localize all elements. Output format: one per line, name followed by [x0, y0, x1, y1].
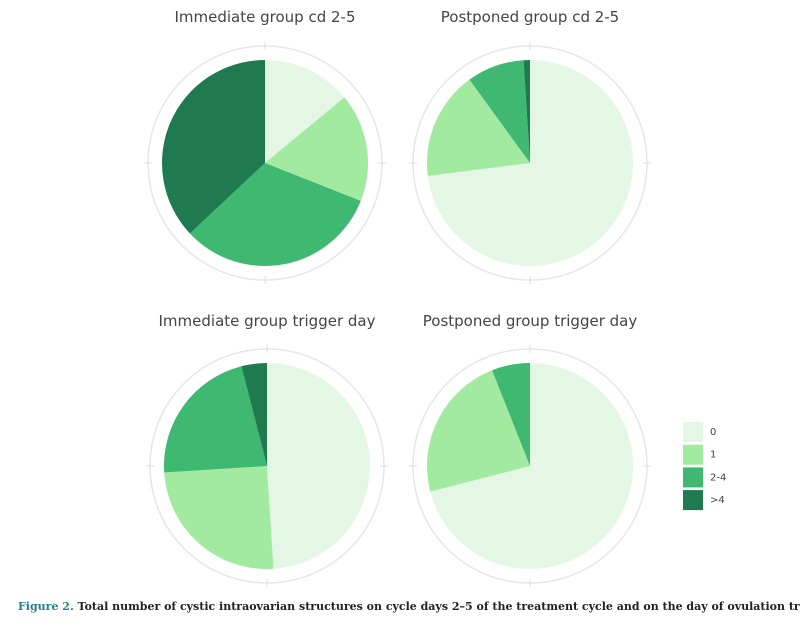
caption-text: Total number of cystic intraovarian stru… — [78, 600, 800, 613]
pie-slice — [492, 363, 530, 466]
chart-title: Postponed group trigger day — [423, 312, 638, 330]
pie-slice — [427, 60, 633, 266]
pie-slice — [241, 363, 267, 466]
legend-swatch — [683, 490, 703, 511]
pie-slice — [267, 363, 371, 569]
chart-title: Postponed group cd 2-5 — [441, 8, 619, 26]
pie-slice — [265, 60, 345, 163]
legend-label: 0 — [710, 427, 716, 438]
legend-label: >4 — [710, 495, 725, 506]
pie-slice — [265, 97, 368, 201]
pie-slice — [162, 60, 265, 234]
pie-slice — [164, 366, 267, 473]
pie-slice — [189, 163, 361, 266]
legend-swatch — [683, 422, 703, 442]
pie-slice — [523, 60, 530, 163]
legend-label: 1 — [710, 450, 716, 461]
pie-slice — [430, 363, 633, 569]
pie-slice — [469, 60, 530, 163]
legend-label: 2-4 — [710, 472, 726, 483]
legend-swatch — [683, 467, 703, 488]
chart-title: Immediate group trigger day — [159, 312, 376, 330]
pie-slice — [427, 79, 530, 176]
legend-swatch — [683, 444, 703, 465]
caption: Figure 2. Total number of cystic intraov… — [18, 600, 800, 613]
chart-title: Immediate group cd 2-5 — [174, 8, 355, 26]
pie-slice — [427, 370, 530, 492]
pie-slice — [164, 466, 274, 569]
caption-label: Figure 2. — [18, 600, 74, 613]
